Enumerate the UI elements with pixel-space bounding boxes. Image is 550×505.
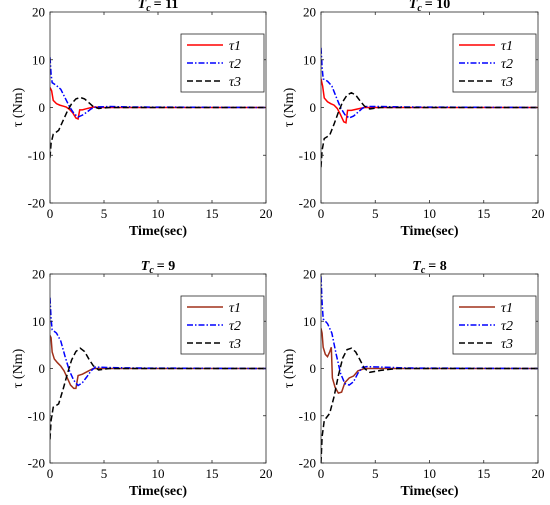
series-line-3 <box>50 347 266 440</box>
y-tick-label: 10 <box>32 314 45 329</box>
x-tick-label: 15 <box>206 466 219 481</box>
legend-label-3: τ3 <box>229 75 241 90</box>
title-variable: T <box>409 0 419 12</box>
legend-label-2: τ2 <box>229 57 241 72</box>
x-tick-label: 10 <box>152 206 165 221</box>
y-tick-label: 10 <box>32 52 45 67</box>
y-axis-label: τ (Nm) <box>282 348 297 388</box>
x-tick-label: 15 <box>206 206 219 221</box>
x-axis-label: Time(sec) <box>400 484 458 499</box>
chart-panel-1: 0 5 10 15 20 -20 -10 0 10 20 Tc = 11 Time(sec) τ (Nm)… <box>11 0 273 239</box>
x-axis-label: Time(sec) <box>129 484 187 499</box>
series-line-3 <box>321 347 538 463</box>
x-tick-label: 5 <box>372 466 379 481</box>
legend-label-2: τ2 <box>501 319 513 334</box>
x-axis-label: Time(sec) <box>129 224 187 239</box>
series-line-2 <box>50 297 266 387</box>
x-tick-label: 20 <box>260 206 273 221</box>
x-tick-label: 10 <box>423 466 436 481</box>
legend: τ1 τ2 τ3 <box>180 33 265 93</box>
series-line-2 <box>321 47 538 119</box>
legend-label-1: τ1 <box>229 301 241 316</box>
x-tick-label: 20 <box>532 206 545 221</box>
title-variable: T <box>412 259 422 274</box>
x-tick-label: 0 <box>47 466 54 481</box>
title-value: = 10 <box>425 0 450 12</box>
y-tick-label: 0 <box>39 100 46 115</box>
y-tick-label: -20 <box>299 456 316 471</box>
y-axis-label: τ (Nm) <box>11 348 26 388</box>
y-axis-label: τ (Nm) <box>11 87 26 127</box>
legend-label-3: τ3 <box>501 337 513 352</box>
y-tick-label: 20 <box>303 5 316 20</box>
title-subscript: c <box>149 265 154 276</box>
y-tick-label: -20 <box>299 196 316 211</box>
y-tick-label: -10 <box>299 148 316 163</box>
title-value: = 8 <box>428 259 446 274</box>
y-tick-label: 20 <box>32 267 45 282</box>
legend-label-1: τ1 <box>501 39 513 54</box>
y-tick-label: -10 <box>28 148 45 163</box>
title-subscript: c <box>421 265 426 276</box>
y-tick-label: -20 <box>28 456 45 471</box>
x-tick-label: 5 <box>101 206 108 221</box>
title-value: = 9 <box>157 259 175 274</box>
legend-box <box>180 295 265 355</box>
chart-title: Tc = 9 <box>141 259 176 276</box>
legend-label-3: τ3 <box>501 75 513 90</box>
series-line-1 <box>50 335 266 390</box>
series-line-1 <box>321 328 538 394</box>
series-line-1 <box>321 78 538 124</box>
x-tick-label: 0 <box>47 206 54 221</box>
series-line-2 <box>321 276 538 386</box>
x-tick-label: 5 <box>372 206 379 221</box>
y-tick-label: -20 <box>28 196 45 211</box>
y-tick-label: 20 <box>32 5 45 20</box>
legend: τ1 τ2 τ3 <box>452 295 537 355</box>
title-variable: T <box>141 259 151 274</box>
series-line-3 <box>321 91 538 168</box>
x-tick-label: 15 <box>477 206 490 221</box>
y-tick-label: 0 <box>310 100 317 115</box>
legend-label-2: τ2 <box>229 319 241 334</box>
series-line-3 <box>50 96 266 158</box>
x-tick-label: 15 <box>477 466 490 481</box>
chart-title: Tc = 8 <box>412 259 447 276</box>
legend: τ1 τ2 τ3 <box>180 295 265 355</box>
chart-title: Tc = 11 <box>138 0 179 14</box>
chart-title: Tc = 10 <box>409 0 451 14</box>
y-tick-label: -10 <box>299 408 316 423</box>
legend: τ1 τ2 τ3 <box>452 33 537 93</box>
y-tick-label: -10 <box>28 408 45 423</box>
legend-label-2: τ2 <box>501 57 513 72</box>
x-tick-label: 20 <box>260 466 273 481</box>
x-tick-label: 20 <box>532 466 545 481</box>
x-tick-label: 0 <box>318 466 325 481</box>
y-tick-label: 0 <box>310 361 317 376</box>
x-tick-label: 10 <box>423 206 436 221</box>
legend-label-1: τ1 <box>229 39 241 54</box>
chart-panel-4: 0 5 10 15 20 -20 -10 0 10 20 Tc = 8 Time(sec) τ (Nm) τ… <box>282 259 545 499</box>
chart-panel-2: 0 5 10 15 20 -20 -10 0 10 20 Tc = 10 Time(sec) τ (Nm)… <box>282 0 545 239</box>
series-line-2 <box>50 57 266 118</box>
y-tick-label: 20 <box>303 267 316 282</box>
y-tick-label: 10 <box>303 52 316 67</box>
title-subscript: c <box>417 3 422 14</box>
title-variable: T <box>138 0 148 12</box>
y-axis-label: τ (Nm) <box>282 87 297 127</box>
legend-label-1: τ1 <box>501 301 513 316</box>
legend-label-3: τ3 <box>229 337 241 352</box>
title-value: = 11 <box>154 0 179 12</box>
x-axis-label: Time(sec) <box>400 224 458 239</box>
y-tick-label: 0 <box>39 361 46 376</box>
x-tick-label: 5 <box>101 466 108 481</box>
x-tick-label: 10 <box>152 466 165 481</box>
y-tick-label: 10 <box>303 314 316 329</box>
title-subscript: c <box>146 3 151 14</box>
chart-panel-3: 0 5 10 15 20 -20 -10 0 10 20 Tc = 9 Time(sec) τ (Nm) τ… <box>11 259 273 499</box>
x-tick-label: 0 <box>318 206 325 221</box>
